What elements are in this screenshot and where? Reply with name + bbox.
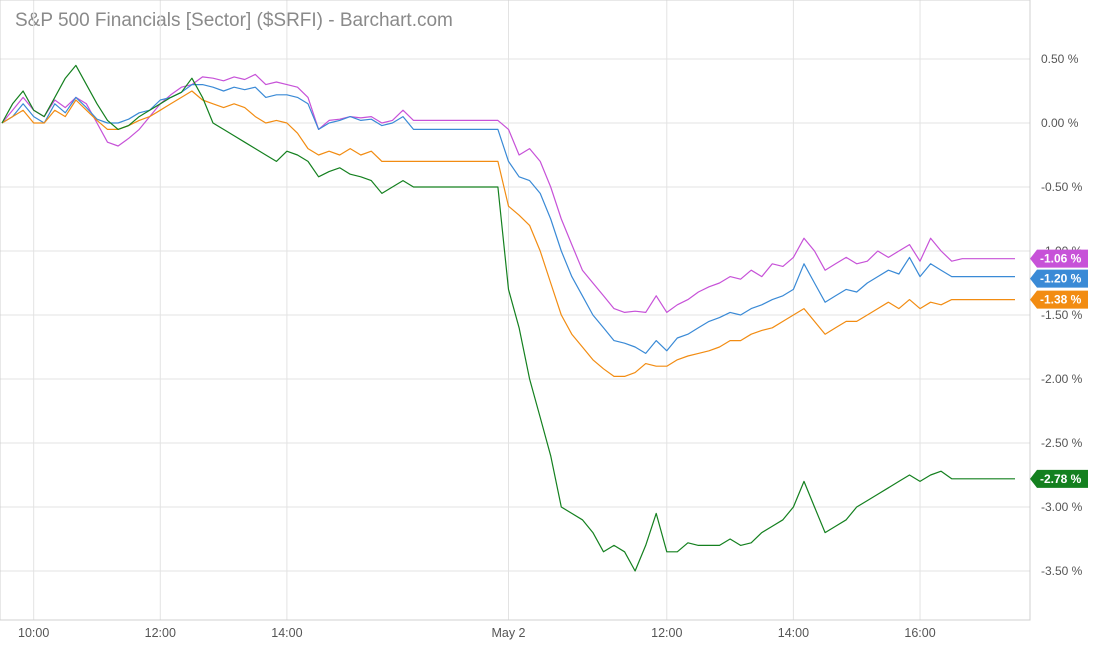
last-value-label: -1.06 %: [1040, 252, 1082, 266]
last-value-flag: [1030, 469, 1088, 488]
y-tick-label: 0.50 %: [1041, 52, 1079, 66]
last-value-flag: [1030, 290, 1088, 309]
y-tick-label: -2.50 %: [1041, 436, 1083, 450]
x-tick-label: 14:00: [778, 626, 809, 640]
series-line-4: [1, 64, 1015, 572]
series-line-3: [1, 90, 1015, 377]
y-tick-label: -3.50 %: [1041, 564, 1083, 578]
y-tick-label: -0.50 %: [1041, 180, 1083, 194]
x-tick-label: 14:00: [271, 626, 302, 640]
y-tick-label: -3.00 %: [1041, 500, 1083, 514]
x-axis-tick-labels: 10:00 12:00 14:00 May 2 12:00 14:00 16:00: [18, 626, 936, 640]
last-value-flag: [1030, 269, 1088, 288]
x-tick-label: 12:00: [651, 626, 682, 640]
y-tick-label: -2.00 %: [1041, 372, 1083, 386]
x-tick-label: May 2: [491, 626, 525, 640]
last-value-label: -1.38 %: [1040, 293, 1082, 307]
chart-title: S&P 500 Financials [Sector] ($SRFI) - Ba…: [15, 10, 453, 31]
vertical-gridlines: [33, 0, 921, 620]
last-value-label: -2.78 %: [1040, 472, 1082, 486]
y-axis-tick-labels: 0.50 %0.00 %-0.50 %-1.00 %-1.50 %-2.00 %…: [1041, 52, 1083, 578]
x-tick-label: 10:00: [18, 626, 49, 640]
x-tick-label: 16:00: [904, 626, 935, 640]
x-tick-label: 12:00: [145, 626, 176, 640]
series-line-1: [1, 73, 1015, 313]
y-tick-label: -1.50 %: [1041, 308, 1083, 322]
plot-area-border: [0, 0, 1031, 621]
last-value-label: -1.20 %: [1040, 272, 1082, 286]
y-tick-label: 0.00 %: [1041, 116, 1079, 130]
last-value-flag: [1030, 249, 1088, 268]
last-value-flags: -1.06 % -1.20 % -1.38 % -2.78 %: [1030, 249, 1088, 488]
series-lines: [1, 64, 1015, 572]
